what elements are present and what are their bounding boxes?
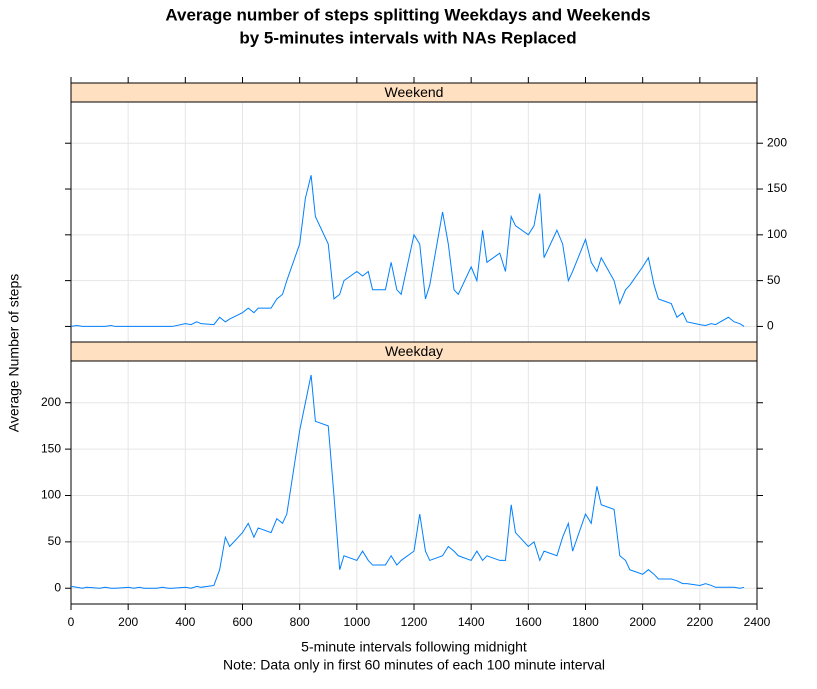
y-tick-label: 150 — [767, 181, 787, 195]
y-tick-label: 200 — [41, 395, 61, 409]
x-tick-label: 600 — [232, 615, 252, 629]
y-tick-label: 200 — [767, 135, 787, 149]
line — [70, 374, 745, 589]
x-tick-label: 1800 — [572, 615, 599, 629]
strip-label: Weekday — [385, 343, 443, 359]
y-tick-label: 50 — [48, 534, 62, 548]
note: Note: Data only in first 60 minutes of e… — [223, 657, 605, 673]
y-tick-label: 100 — [767, 227, 787, 241]
x-tick-label: 1400 — [458, 615, 485, 629]
x-tick-label: 1000 — [343, 615, 370, 629]
strip-label: Weekend — [385, 84, 444, 100]
chart-title: Average number of steps splitting Weekda… — [165, 5, 650, 24]
x-axis-label: 5-minute intervals following midnight — [301, 639, 527, 655]
x-tick-label: 200 — [118, 615, 138, 629]
y-tick-label: 0 — [54, 580, 61, 594]
x-tick-label: 1200 — [401, 615, 428, 629]
y-tick-label: 0 — [767, 319, 774, 333]
y-tick-label: 150 — [41, 441, 61, 455]
x-tick-label: 0 — [68, 615, 75, 629]
y-tick-label: 50 — [767, 273, 781, 287]
x-tick-label: 2000 — [629, 615, 656, 629]
x-tick-label: 2400 — [744, 615, 771, 629]
chart-title: by 5-minutes intervals with NAs Replaced — [239, 28, 576, 47]
x-tick-label: 800 — [290, 615, 310, 629]
x-tick-label: 400 — [175, 615, 195, 629]
y-tick-label: 100 — [41, 488, 61, 502]
line — [70, 175, 745, 327]
x-tick-label: 1600 — [515, 615, 542, 629]
x-tick-label: 2200 — [686, 615, 713, 629]
y-axis-label: Average Number of steps — [6, 274, 22, 433]
